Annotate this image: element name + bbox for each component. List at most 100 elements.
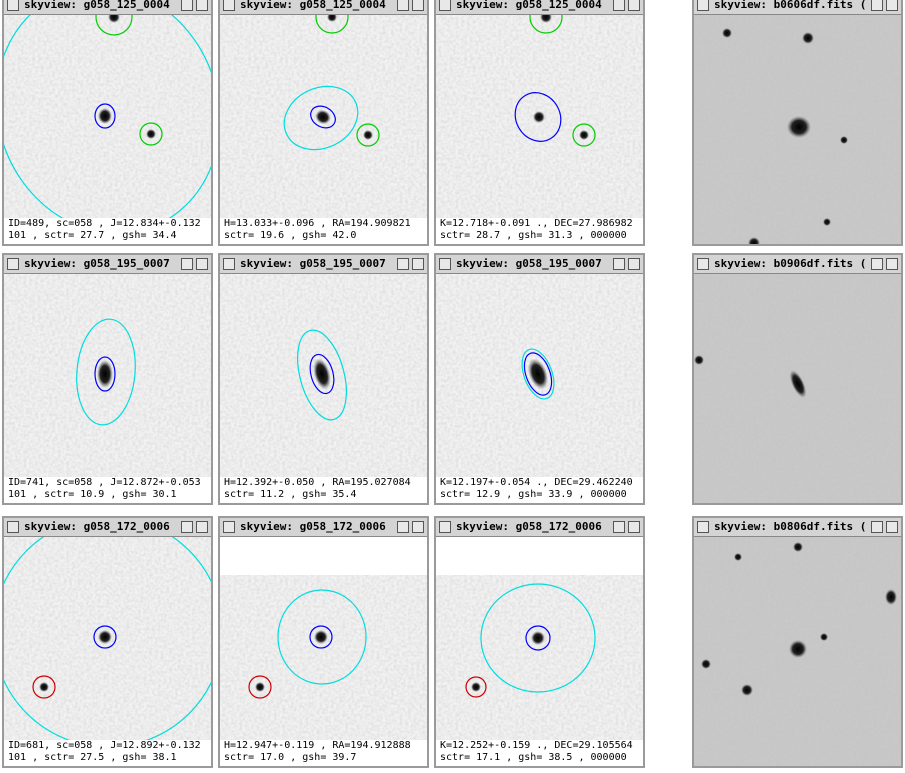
- caption-line: sctr= 11.2 , gsh= 35.4: [224, 489, 357, 500]
- caption-line: K=12.718+-0.091 ., DEC=27.986982: [440, 218, 633, 229]
- caption-line: sctr= 19.6 , gsh= 42.0: [224, 230, 357, 241]
- caption-line: 101 , sctr= 10.9 , gsh= 30.1: [8, 489, 177, 500]
- maximize-button[interactable]: [628, 258, 640, 270]
- menu-button[interactable]: [439, 258, 451, 270]
- star: [527, 358, 549, 390]
- iconify-button[interactable]: [181, 521, 193, 533]
- iconify-button[interactable]: [613, 258, 625, 270]
- maximize-button[interactable]: [196, 258, 208, 270]
- skyview-window: skyview: g058_125_0004 ID=489, sc=058 , J…: [2, 0, 213, 246]
- skyview-window: skyview: b0606df.fits (: [692, 0, 903, 246]
- sky-image: [436, 274, 643, 477]
- sky-image: [694, 15, 901, 244]
- iconify-button[interactable]: [397, 0, 409, 11]
- caption-line: sctr= 28.7 , gsh= 31.3 , 000000: [440, 230, 627, 241]
- star: [823, 218, 831, 226]
- maximize-button[interactable]: [196, 0, 208, 11]
- maximize-button[interactable]: [412, 258, 424, 270]
- skyview-window: skyview: g058_195_0007 ID=741, sc=058 , J…: [2, 253, 213, 505]
- sky-image: [694, 274, 901, 503]
- sky-image: [694, 537, 901, 766]
- star: [540, 15, 552, 23]
- aperture-ellipse: [95, 15, 133, 36]
- iconify-button[interactable]: [397, 521, 409, 533]
- star: [701, 659, 711, 669]
- aperture-ellipse: [525, 625, 551, 651]
- maximize-button[interactable]: [412, 521, 424, 533]
- star: [840, 136, 848, 144]
- aperture-ellipse: [4, 15, 211, 218]
- window-title: skyview: g058_125_0004: [24, 0, 170, 11]
- maximize-button[interactable]: [886, 521, 898, 533]
- star: [146, 129, 156, 139]
- star: [315, 109, 331, 125]
- window-title: skyview: g058_195_0007: [456, 257, 602, 270]
- star: [97, 360, 113, 388]
- iconify-button[interactable]: [181, 0, 193, 11]
- skyview-window: skyview: g058_172_0006 H=12.947+-0.119 , …: [218, 516, 429, 768]
- window-title: skyview: b0906df.fits (: [714, 257, 866, 270]
- menu-button[interactable]: [223, 521, 235, 533]
- skyview-window: skyview: g058_172_0006 K=12.252+-0.159 .,…: [434, 516, 645, 768]
- menu-button[interactable]: [439, 521, 451, 533]
- menu-button[interactable]: [223, 258, 235, 270]
- star: [722, 28, 732, 38]
- star: [793, 542, 803, 552]
- menu-button[interactable]: [7, 0, 19, 11]
- iconify-button[interactable]: [613, 0, 625, 11]
- aperture-ellipse: [248, 675, 272, 699]
- window-title: skyview: g058_125_0004: [240, 0, 386, 11]
- iconify-button[interactable]: [181, 258, 193, 270]
- menu-button[interactable]: [697, 0, 709, 11]
- star: [748, 237, 760, 244]
- menu-button[interactable]: [223, 0, 235, 11]
- star: [313, 358, 331, 390]
- aperture-ellipse: [93, 625, 117, 649]
- sky-image: [220, 15, 427, 218]
- menu-button[interactable]: [7, 258, 19, 270]
- maximize-button[interactable]: [886, 258, 898, 270]
- aperture-ellipse: [94, 356, 116, 392]
- caption: K=12.197+-0.054 ., DEC=29.462240 sctr= 12…: [440, 477, 633, 501]
- maximize-button[interactable]: [196, 521, 208, 533]
- caption-line: H=12.947+-0.119 , RA=194.912888: [224, 740, 411, 751]
- iconify-button[interactable]: [871, 258, 883, 270]
- iconify-button[interactable]: [871, 521, 883, 533]
- menu-button[interactable]: [7, 521, 19, 533]
- menu-button[interactable]: [439, 0, 451, 11]
- iconify-button[interactable]: [613, 521, 625, 533]
- iconify-button[interactable]: [871, 0, 883, 11]
- aperture-ellipse: [572, 123, 596, 147]
- star: [734, 553, 742, 561]
- aperture-ellipse: [480, 583, 596, 693]
- blank-strip: [436, 537, 643, 575]
- star: [787, 116, 811, 138]
- sky-image: [4, 15, 211, 218]
- star: [694, 355, 704, 365]
- title-bar: skyview: g058_195_0007: [4, 255, 211, 274]
- window-title: skyview: g058_172_0006: [240, 520, 386, 533]
- menu-button[interactable]: [697, 258, 709, 270]
- sky-image: [220, 537, 427, 740]
- star: [255, 682, 265, 692]
- aperture-ellipse: [309, 353, 335, 395]
- maximize-button[interactable]: [886, 0, 898, 11]
- aperture-ellipse: [297, 329, 347, 421]
- aperture-ellipse: [139, 122, 163, 146]
- maximize-button[interactable]: [412, 0, 424, 11]
- aperture-ellipse: [76, 318, 136, 426]
- window-title: skyview: g058_195_0007: [24, 257, 170, 270]
- iconify-button[interactable]: [397, 258, 409, 270]
- caption-line: sctr= 12.9 , gsh= 33.9 , 000000: [440, 489, 627, 500]
- menu-button[interactable]: [697, 521, 709, 533]
- title-bar: skyview: g058_125_0004: [436, 0, 643, 15]
- star: [531, 631, 545, 645]
- caption-line: 101 , sctr= 27.7 , gsh= 34.4: [8, 230, 177, 241]
- blank-strip: [220, 537, 427, 575]
- sky-image: [220, 274, 427, 477]
- star: [471, 682, 481, 692]
- maximize-button[interactable]: [628, 0, 640, 11]
- star: [98, 630, 112, 644]
- caption-line: ID=489, sc=058 , J=12.834+-0.132: [8, 218, 201, 229]
- maximize-button[interactable]: [628, 521, 640, 533]
